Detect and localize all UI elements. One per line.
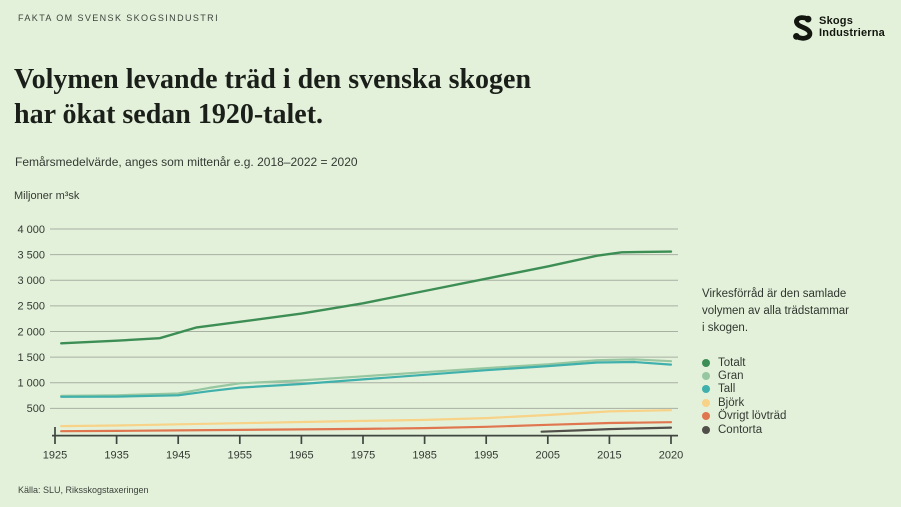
svg-text:1965: 1965	[289, 450, 313, 462]
skogsindustrierna-logo: Skogs Industrierna	[788, 12, 885, 43]
legend-item-totalt: Totalt	[702, 356, 786, 369]
legend-dot-tall	[702, 385, 710, 394]
logo-text-line1: Skogs	[819, 15, 854, 27]
source-label: Källa: SLU, Riksskogstaxeringen	[18, 485, 149, 495]
series-line-tall	[60, 360, 673, 398]
eyebrow-label: FAKTA OM SVENSK SKOGSINDUSTRI	[18, 13, 219, 23]
chart-legend: Totalt Gran Tall Björk Övrigt lövträd Contort…	[702, 356, 786, 436]
legend-label: Contorta	[718, 423, 763, 436]
svg-text:1 000: 1 000	[17, 378, 45, 390]
legend-label: Totalt	[718, 356, 746, 369]
legend-item-bjork: Björk	[702, 396, 786, 409]
definition-note: Virkesförråd är den samlade volymen av a…	[702, 288, 849, 334]
legend-dot-gran	[702, 372, 710, 381]
svg-text:2020: 2020	[659, 450, 683, 462]
legend-item-ovrigt-lovtrad: Övrigt lövträd	[702, 410, 786, 423]
svg-text:2 000: 2 000	[17, 326, 45, 338]
logo-text: Skogs Industrierna	[819, 15, 885, 39]
svg-text:2 500: 2 500	[17, 301, 45, 313]
page-title-line2: har ökat sedan 1920-talet.	[14, 99, 324, 130]
legend-dot-totalt	[702, 358, 710, 367]
svg-text:1985: 1985	[412, 450, 436, 462]
svg-text:4 000: 4 000	[17, 224, 45, 236]
legend-dot-contorta	[702, 425, 710, 434]
y-tick-labels: 500 1 000 1 500 2 000 2 500 3 000 3 500 4 000	[17, 224, 45, 415]
svg-text:3 000: 3 000	[17, 275, 45, 287]
svg-text:500: 500	[27, 403, 45, 415]
legend-label: Övrigt lövträd	[718, 410, 787, 423]
x-axis	[52, 427, 678, 444]
legend-dot-ovrigt-lovtrad	[702, 412, 710, 421]
skogsindustrierna-s-icon	[793, 15, 813, 41]
legend-item-gran: Gran	[702, 369, 786, 382]
svg-text:1 500: 1 500	[17, 352, 45, 364]
svg-text:2005: 2005	[536, 450, 560, 462]
series-line-contorta	[540, 426, 673, 433]
svg-text:1975: 1975	[351, 450, 375, 462]
y-axis-title: Miljoner m³sk	[14, 190, 80, 202]
legend-label: Björk	[718, 396, 745, 409]
x-tick-labels: 1925 1935 1945 1955 1965 1975 1985 1995 2005 2015…	[43, 450, 683, 462]
legend-label: Gran	[718, 370, 744, 383]
series-line-ovrigt-lovtrad	[60, 421, 673, 433]
page-title: Volymen levande träd i den svenska skoge…	[14, 62, 531, 132]
page-title-line1: Volymen levande träd i den svenska skoge…	[14, 64, 532, 95]
series-line-totalt	[60, 250, 673, 345]
svg-text:1945: 1945	[166, 450, 190, 462]
legend-item-contorta: Contorta	[702, 423, 786, 436]
volume-line-chart: 500 1 000 1 500 2 000 2 500 3 000 3 500 4 000 19…	[17, 224, 683, 462]
logo-text-line2: Industrierna	[819, 26, 885, 39]
svg-text:1925: 1925	[43, 450, 67, 462]
svg-text:1995: 1995	[474, 450, 498, 462]
svg-text:3 500: 3 500	[17, 249, 45, 261]
svg-text:2015: 2015	[597, 450, 621, 462]
svg-text:1955: 1955	[228, 450, 252, 462]
svg-text:1935: 1935	[104, 450, 128, 462]
y-gridlines	[50, 228, 678, 409]
series-line-bjork	[60, 409, 673, 428]
chart-subtitle: Femårsmedelvärde, anges som mittenår e.g…	[15, 155, 358, 169]
legend-label: Tall	[718, 383, 736, 396]
series-line-gran	[60, 358, 673, 397]
legend-dot-bjork	[702, 398, 710, 407]
legend-item-tall: Tall	[702, 383, 786, 396]
